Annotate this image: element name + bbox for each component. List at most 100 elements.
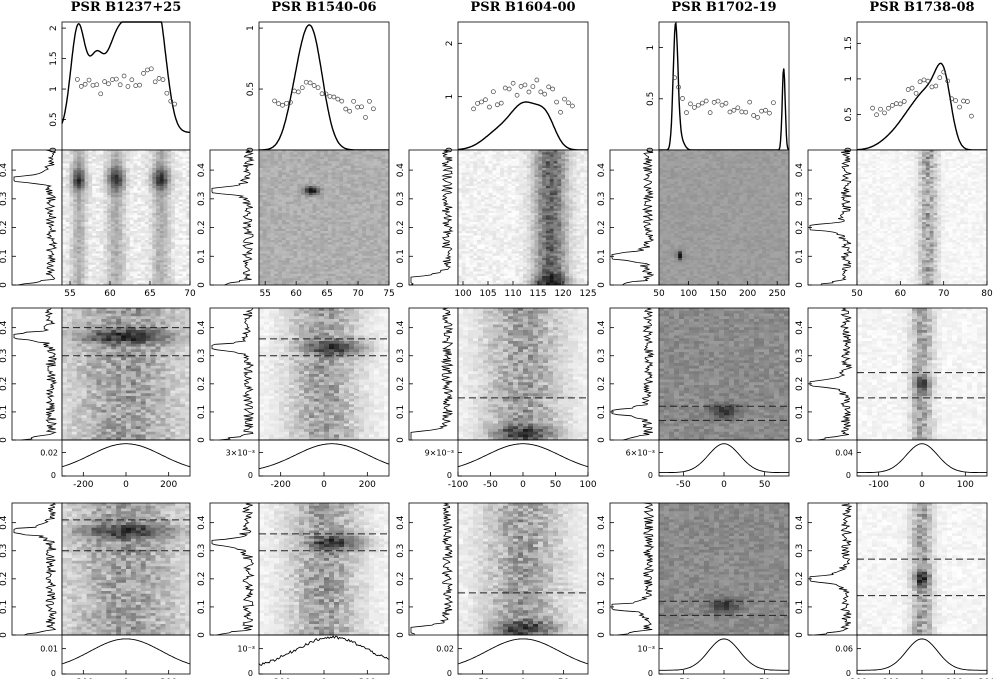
- lrfs-heatmap-cell: [156, 204, 161, 207]
- lrfs-heatmap-cell: [77, 179, 82, 182]
- lrfs-heatmap-cell: [103, 276, 108, 279]
- lrfs-heatmap-cell: [385, 161, 390, 164]
- s2dfs-b-heatmap-cell: [135, 505, 142, 509]
- lrfs-heatmap-cell: [103, 150, 108, 153]
- s2dfs-a-heatmap-cell: [121, 308, 127, 312]
- modulation-point: [172, 101, 177, 107]
- s2dfs-b-heatmap-cell: [130, 577, 137, 581]
- lrfs-heatmap-cell: [84, 271, 89, 275]
- s2dfs-b-heatmap-cell: [126, 604, 132, 608]
- lrfs-heatmap-cell: [144, 179, 149, 182]
- s2dfs-a-heatmap-cell: [135, 308, 142, 312]
- lrfs-heatmap-cell: [65, 228, 70, 232]
- s2dfs-b-heatmap-cell: [116, 621, 122, 625]
- s2dfs-a-heatmap-cell: [165, 409, 171, 413]
- lrfs-heatmap-cell: [343, 154, 348, 158]
- lrfs-heatmap-cell: [92, 242, 97, 245]
- s2dfs-a-heatmap-cell: [155, 308, 161, 312]
- modulation-point: [331, 94, 337, 100]
- s2dfs-a-heatmap-cell: [145, 310, 151, 314]
- s2dfs-b-heatmap-cell: [126, 571, 132, 575]
- lrfs-heatmap-cell: [148, 206, 153, 209]
- s2dfs-a-heatmap-cell: [76, 330, 82, 334]
- lrfs-heatmap-cell: [88, 165, 93, 169]
- lrfs-heatmap-cell: [126, 204, 131, 207]
- s2dfs-b-heatmap-cell: [86, 511, 92, 515]
- s2dfs-b-heatmap-cell: [66, 574, 73, 578]
- s2dfs-a-heatmap-cell: [150, 396, 156, 400]
- lrfs-heatmap-cell: [62, 152, 67, 155]
- lrfs-heatmap-cell: [324, 165, 329, 169]
- lrfs-heatmap-cell: [159, 215, 164, 218]
- s2dfs-b-heatmap-cell: [111, 538, 117, 542]
- s2dfs-a-heatmap-cell: [116, 360, 122, 364]
- lrfs-heatmap-cell: [62, 222, 67, 225]
- s2dfs-b-heatmap-cell: [130, 613, 137, 617]
- s2dfs-a-heatmap-cell: [140, 349, 146, 353]
- lrfs-heatmap-cell: [118, 163, 123, 167]
- s2dfs-a-heatmap-cell: [86, 415, 92, 419]
- lrfs-heatmap-cell: [377, 165, 382, 169]
- s2dfs-a-heatmap-cell: [96, 404, 102, 408]
- s2dfs-a-heatmap-cell: [150, 341, 156, 345]
- modulation-point: [90, 82, 96, 88]
- s2dfs-a-heatmap-cell: [76, 423, 82, 427]
- lrfs-heatmap-cell: [148, 258, 153, 261]
- modulation-point: [82, 81, 88, 87]
- lrfs-heatmap-cell: [95, 253, 100, 257]
- s2dfs-b-heatmap-cell: [160, 536, 166, 540]
- s2dfs-b-heatmap-cell: [121, 626, 127, 630]
- s2dfs-a-heatmap-cell: [145, 363, 151, 367]
- lrfs-heatmap-cell: [137, 181, 142, 185]
- s2dfs-a-heatmap-cell: [91, 313, 97, 317]
- modulation-point: [272, 98, 277, 104]
- s2dfs-b-heatmap-cell: [62, 618, 68, 622]
- s2dfs-a-heatmap-cell: [165, 429, 171, 433]
- lrfs-heatmap-cell: [141, 152, 146, 155]
- s2dfs-b-heatmap-cell: [185, 503, 191, 507]
- lrfs-heatmap-cell: [163, 217, 168, 221]
- s2dfs-b-heatmap-cell: [155, 580, 161, 584]
- lrfs-heatmap-cell: [73, 188, 78, 191]
- lrfs-heatmap-cell: [126, 213, 131, 216]
- lrfs-heatmap-cell: [110, 267, 115, 270]
- lrfs-heatmap-cell: [114, 186, 119, 189]
- s2dfs-a-heatmap-cell: [160, 354, 166, 358]
- s2dfs-a-heatmap-cell: [145, 390, 151, 394]
- lrfs-heatmap-cell: [159, 264, 164, 268]
- lrfs-heatmap-cell: [88, 210, 93, 214]
- lrfs-heatmap-cell: [133, 172, 138, 176]
- s2dfs-b-heatmap-cell: [81, 615, 87, 619]
- lrfs-heatmap-cell: [69, 204, 74, 207]
- s2dfs-b-heatmap-cell: [81, 552, 87, 556]
- lrfs-heatmap-cell: [118, 269, 123, 272]
- s2dfs-a-heatmap-cell: [185, 352, 191, 356]
- s2dfs-a-heatmap-cell: [126, 313, 132, 317]
- s2dfs-b-heatmap-cell: [185, 624, 191, 628]
- lrfs-heatmap-cell: [274, 168, 279, 171]
- lrfs-heatmap-cell: [385, 154, 390, 158]
- lrfs-heatmap-cell: [88, 264, 93, 268]
- lrfs-heatmap-cell: [103, 244, 108, 248]
- s2dfs-a-heatmap-cell: [185, 321, 191, 325]
- lrfs-heatmap-cell: [331, 154, 336, 158]
- s2dfs-a-heatmap-cell: [145, 349, 151, 353]
- lrfs-heatmap-cell: [366, 159, 371, 162]
- s2dfs-a-heatmap-cell: [150, 335, 156, 339]
- lrfs-heatmap-cell: [69, 213, 74, 216]
- lrfs-heatmap-cell: [118, 154, 123, 158]
- lrfs-heatmap-cell: [262, 159, 267, 162]
- lrfs-heatmap-cell: [133, 262, 138, 266]
- s2dfs-b-heatmap-cell: [116, 533, 122, 537]
- s2dfs-b-heatmap-cell: [81, 503, 87, 507]
- lrfs-heatmap-cell: [159, 213, 164, 216]
- s2dfs-a-heatmap-cell: [101, 330, 107, 334]
- s2dfs-b-heatmap-cell: [180, 555, 186, 559]
- lrfs-heatmap-cell: [65, 174, 70, 178]
- lrfs-heatmap-cell: [171, 186, 176, 189]
- lrfs-heatmap-cell: [107, 150, 112, 153]
- lrfs-heatmap-cell: [62, 161, 67, 164]
- s2dfs-a-heatmap-cell: [81, 335, 87, 339]
- lrfs-heatmap-cell: [69, 172, 74, 176]
- lrfs-heatmap-cell: [182, 244, 187, 248]
